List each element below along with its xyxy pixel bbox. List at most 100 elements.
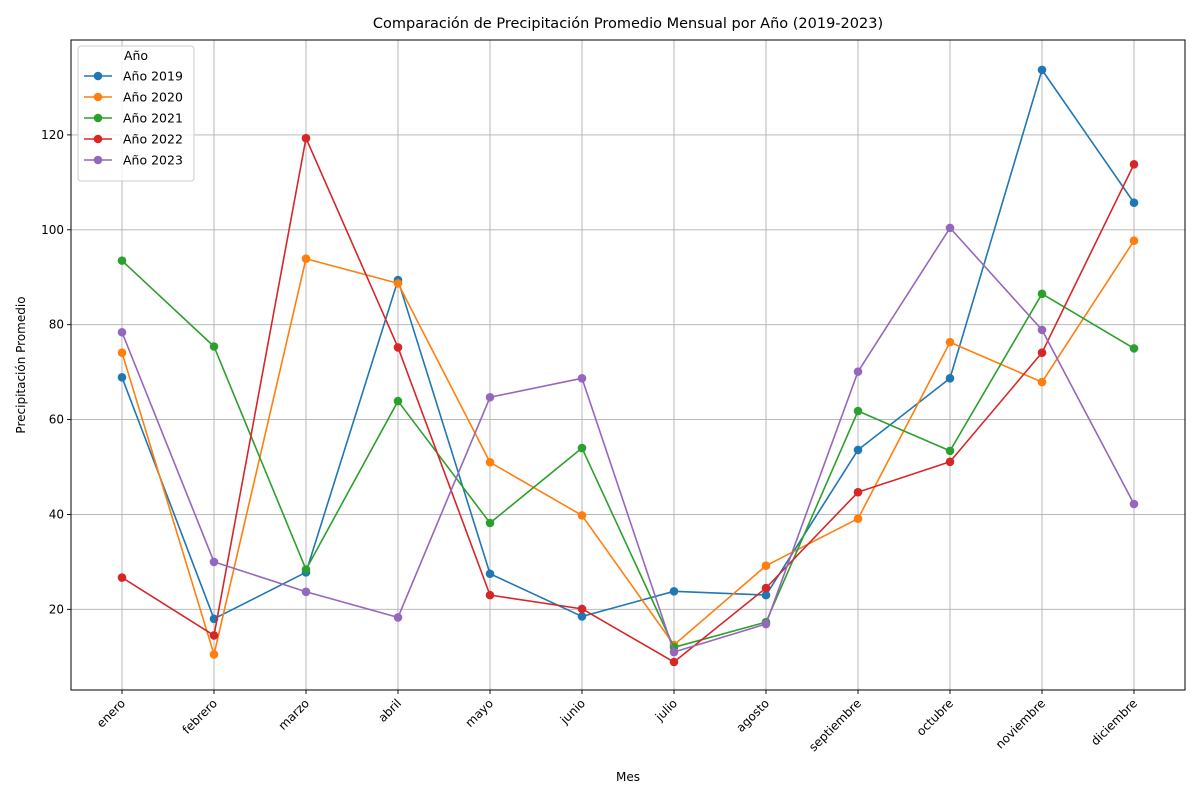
grid xyxy=(71,40,1185,690)
data-point xyxy=(945,223,955,233)
x-tick-label: octubre xyxy=(914,696,956,738)
legend-label: Año 2023 xyxy=(123,153,183,168)
data-point xyxy=(577,373,587,383)
legend-label: Año 2022 xyxy=(123,132,183,147)
series-1 xyxy=(117,236,1139,659)
x-tick-label: diciembre xyxy=(1088,696,1140,748)
series-layer xyxy=(117,65,1139,667)
data-point xyxy=(1129,160,1139,169)
y-tick-label: 40 xyxy=(49,507,64,521)
data-point xyxy=(945,337,955,347)
series-4 xyxy=(117,223,1139,657)
data-point xyxy=(1129,499,1139,509)
data-point xyxy=(577,612,587,621)
data-point xyxy=(393,279,403,288)
x-tick-label: agosto xyxy=(733,696,772,735)
data-point xyxy=(761,590,771,600)
plot-frame xyxy=(70,39,1186,691)
data-point xyxy=(209,631,219,640)
legend-item: Año 2023 xyxy=(84,153,183,168)
data-point xyxy=(577,604,587,614)
data-point xyxy=(853,406,863,416)
legend-label: Año 2021 xyxy=(123,111,183,126)
y-tick-label: 100 xyxy=(41,223,64,237)
data-point xyxy=(117,348,127,357)
series-3 xyxy=(117,133,1139,667)
data-point xyxy=(853,487,863,497)
data-point xyxy=(1037,289,1047,299)
data-point xyxy=(853,445,863,455)
data-point xyxy=(117,327,127,337)
x-tick-label: febrero xyxy=(180,696,221,737)
legend-marker xyxy=(93,155,103,165)
data-point xyxy=(485,518,495,528)
data-point xyxy=(853,367,863,376)
data-point xyxy=(117,256,127,265)
legend-box xyxy=(77,45,195,182)
data-point xyxy=(117,573,127,582)
x-tick-label: julio xyxy=(652,696,680,724)
data-point xyxy=(669,647,679,657)
data-point xyxy=(485,590,495,600)
x-tick-label: abril xyxy=(375,696,404,725)
data-point xyxy=(393,613,403,622)
y-tick-label: 20 xyxy=(49,602,64,616)
y-tick-label: 80 xyxy=(49,318,64,332)
data-point xyxy=(117,373,127,382)
data-point xyxy=(669,657,679,667)
legend-label: Año 2020 xyxy=(123,90,183,105)
x-tick-label: enero xyxy=(94,696,128,730)
y-tick-label: 120 xyxy=(41,128,64,142)
legend-item: Año 2021 xyxy=(84,111,183,126)
data-point xyxy=(669,587,679,596)
x-axis-title: Mes xyxy=(616,770,640,784)
data-point xyxy=(1129,236,1139,245)
data-point xyxy=(1037,348,1047,357)
series-line xyxy=(121,260,1135,649)
y-axis-title: Precipitación Promedio xyxy=(14,296,28,433)
data-point xyxy=(485,457,495,467)
legend-title: Año xyxy=(124,48,148,63)
y-tick-label: 60 xyxy=(49,413,64,427)
legend-marker xyxy=(93,92,103,102)
legend-marker xyxy=(93,134,103,144)
legend-marker xyxy=(93,113,103,123)
series-line xyxy=(121,137,1135,663)
data-point xyxy=(301,587,311,597)
legend-marker xyxy=(93,71,103,81)
data-point xyxy=(209,342,219,351)
series-2 xyxy=(117,256,1139,652)
data-point xyxy=(761,561,771,570)
data-point xyxy=(1037,325,1047,335)
chart-title: Comparación de Precipitación Promedio Me… xyxy=(373,16,883,32)
data-point xyxy=(209,557,219,567)
data-point xyxy=(393,343,403,352)
data-point xyxy=(1129,198,1139,208)
data-point xyxy=(945,373,955,383)
data-point xyxy=(485,392,495,402)
data-point xyxy=(393,396,403,406)
data-point xyxy=(577,443,587,453)
data-point xyxy=(761,619,771,629)
data-point xyxy=(1129,344,1139,353)
series-0 xyxy=(117,65,1139,624)
series-line xyxy=(121,240,1135,656)
legend-item: Año 2022 xyxy=(84,132,183,147)
data-point xyxy=(945,457,955,467)
legend-items: Año 2019 Año 2020 Año 2021 Año 2022 Año 2023 xyxy=(84,69,183,168)
series-line xyxy=(121,69,1135,620)
x-tick-label: mayo xyxy=(463,696,497,730)
data-point xyxy=(853,514,863,524)
legend-label: Año 2019 xyxy=(123,69,183,84)
legend-item: Año 2019 xyxy=(84,69,183,84)
data-point xyxy=(301,565,311,574)
data-point xyxy=(945,446,955,456)
x-tick-label: septiembre xyxy=(806,696,864,754)
data-point xyxy=(301,133,311,143)
data-point xyxy=(577,511,587,520)
axis-ticks: enero febrero marzo abril mayo junio julio agos… xyxy=(41,128,1140,754)
data-point xyxy=(301,254,311,264)
x-tick-label: noviembre xyxy=(993,696,1048,751)
